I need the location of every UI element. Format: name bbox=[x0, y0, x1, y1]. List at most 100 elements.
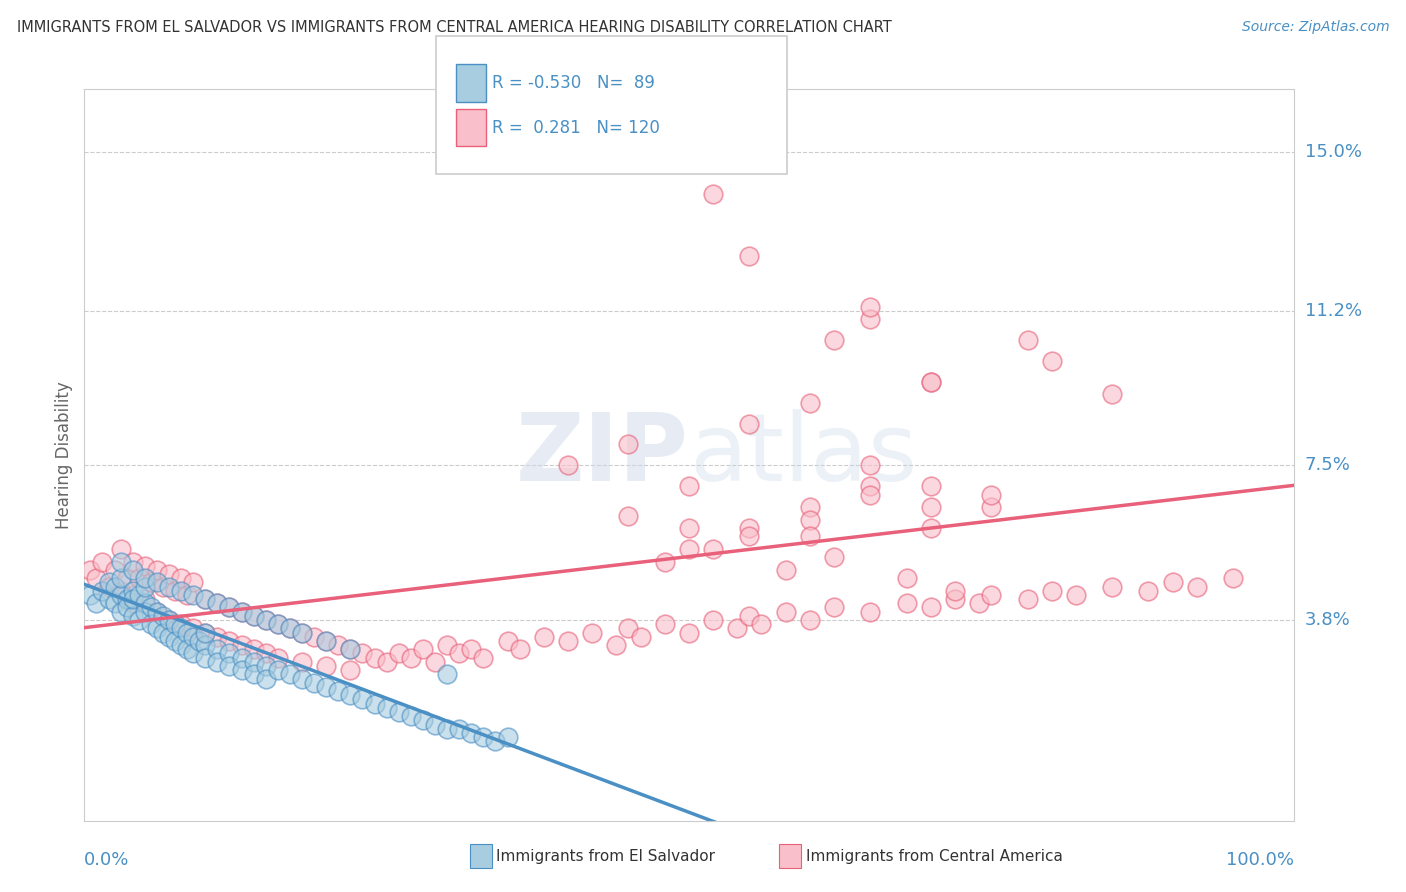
Point bbox=[152, 580, 174, 594]
Point bbox=[194, 638, 217, 652]
Point bbox=[967, 596, 990, 610]
Point bbox=[104, 563, 127, 577]
Point bbox=[799, 500, 821, 515]
Point bbox=[254, 659, 277, 673]
Point bbox=[194, 592, 217, 607]
Point bbox=[496, 730, 519, 744]
Point bbox=[449, 722, 471, 736]
Point bbox=[412, 714, 434, 728]
Point bbox=[207, 630, 229, 644]
Point bbox=[980, 500, 1002, 515]
Point bbox=[654, 554, 676, 568]
Point bbox=[352, 692, 374, 706]
Point bbox=[165, 617, 187, 632]
Point bbox=[254, 613, 277, 627]
Text: 0.0%: 0.0% bbox=[84, 851, 129, 869]
Point bbox=[775, 563, 797, 577]
Point bbox=[194, 625, 217, 640]
Point bbox=[115, 592, 138, 607]
Point bbox=[218, 659, 240, 673]
Point bbox=[267, 617, 290, 632]
Point bbox=[231, 605, 253, 619]
Point bbox=[388, 647, 411, 661]
Point bbox=[412, 642, 434, 657]
Point bbox=[157, 613, 180, 627]
Text: IMMIGRANTS FROM EL SALVADOR VS IMMIGRANTS FROM CENTRAL AMERICA HEARING DISABILIT: IMMIGRANTS FROM EL SALVADOR VS IMMIGRANT… bbox=[17, 20, 891, 35]
Text: 11.2%: 11.2% bbox=[1305, 301, 1362, 319]
Point bbox=[146, 605, 169, 619]
Point bbox=[799, 613, 821, 627]
Point bbox=[139, 575, 162, 590]
Point bbox=[254, 613, 277, 627]
Point bbox=[859, 479, 882, 493]
Point bbox=[194, 592, 217, 607]
Text: 15.0%: 15.0% bbox=[1305, 143, 1361, 161]
Point bbox=[231, 650, 253, 665]
Point bbox=[859, 488, 882, 502]
Text: 100.0%: 100.0% bbox=[1226, 851, 1294, 869]
Text: ZIP: ZIP bbox=[516, 409, 689, 501]
Point bbox=[1017, 333, 1039, 347]
Point bbox=[702, 613, 724, 627]
Point bbox=[859, 605, 882, 619]
Point bbox=[363, 650, 385, 665]
Point bbox=[146, 605, 169, 619]
Point bbox=[557, 634, 579, 648]
Point bbox=[139, 617, 162, 632]
Point bbox=[134, 558, 156, 573]
Point bbox=[472, 650, 495, 665]
Point bbox=[121, 583, 143, 598]
Text: R =  0.281   N= 120: R = 0.281 N= 120 bbox=[492, 119, 659, 136]
Point bbox=[291, 655, 314, 669]
Text: 7.5%: 7.5% bbox=[1305, 457, 1351, 475]
Point bbox=[267, 663, 290, 677]
Point bbox=[920, 521, 942, 535]
Point bbox=[115, 600, 138, 615]
Point bbox=[1040, 354, 1063, 368]
Point bbox=[254, 672, 277, 686]
Point bbox=[943, 592, 966, 607]
Point bbox=[110, 571, 132, 585]
Point bbox=[823, 600, 845, 615]
Point bbox=[218, 600, 240, 615]
Point bbox=[231, 605, 253, 619]
Text: 3.8%: 3.8% bbox=[1305, 611, 1350, 629]
Point bbox=[1161, 575, 1184, 590]
Point bbox=[896, 571, 918, 585]
Point bbox=[775, 605, 797, 619]
Point bbox=[242, 655, 264, 669]
Point bbox=[134, 596, 156, 610]
Point bbox=[97, 575, 120, 590]
Point bbox=[678, 521, 700, 535]
Point bbox=[920, 479, 942, 493]
Point bbox=[1185, 580, 1208, 594]
Point bbox=[104, 580, 127, 594]
Point bbox=[97, 592, 120, 607]
Point bbox=[134, 592, 156, 607]
Point bbox=[139, 600, 162, 615]
Point bbox=[181, 647, 204, 661]
Point bbox=[920, 600, 942, 615]
Point bbox=[678, 541, 700, 556]
Point bbox=[134, 571, 156, 585]
Point bbox=[1137, 583, 1160, 598]
Point bbox=[423, 655, 446, 669]
Point bbox=[157, 567, 180, 582]
Point bbox=[859, 312, 882, 326]
Point bbox=[128, 613, 150, 627]
Point bbox=[86, 571, 108, 585]
Point bbox=[896, 596, 918, 610]
Text: R = -0.530   N=  89: R = -0.530 N= 89 bbox=[492, 74, 655, 92]
Point bbox=[738, 417, 761, 431]
Point bbox=[291, 672, 314, 686]
Point bbox=[738, 608, 761, 623]
Point bbox=[97, 580, 120, 594]
Point bbox=[920, 375, 942, 389]
Point bbox=[751, 617, 773, 632]
Point bbox=[509, 642, 531, 657]
Point bbox=[823, 550, 845, 565]
Point bbox=[423, 717, 446, 731]
Point bbox=[920, 375, 942, 389]
Point bbox=[181, 621, 204, 635]
Point bbox=[176, 642, 198, 657]
